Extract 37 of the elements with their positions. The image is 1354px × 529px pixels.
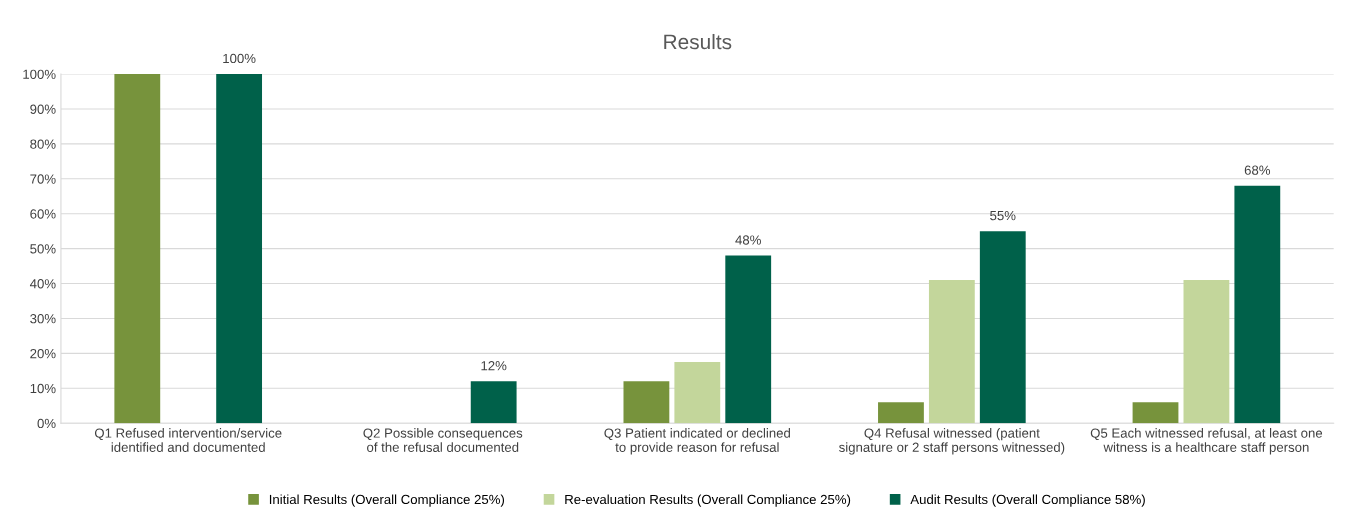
y-tick-label: 20% [30,348,56,359]
bar [216,74,263,424]
legend-label: Initial Results (Overall Compliance 25%) [269,494,505,507]
bar [1183,280,1230,424]
y-tick-label: 80% [30,139,56,149]
bar [725,255,772,424]
data-label: 100% [223,53,256,64]
bar [1132,402,1179,424]
y-tick-label: 100% [23,69,56,79]
bar [928,280,975,424]
bar [1234,185,1281,424]
x-tick-label: Q2 Possible consequences of the refusal documented [363,428,523,452]
y-tick-label: 0% [37,418,56,429]
bar [979,231,1026,424]
legend-label: Audit Results (Overall Compliance 58%) [910,494,1145,507]
bar [674,362,721,424]
y-tick-label: 70% [30,174,56,184]
bar [623,381,670,424]
data-label: 55% [990,210,1016,221]
y-tick-label: 90% [30,104,56,114]
y-tick-label: 60% [30,209,56,219]
y-tick-label: 10% [30,383,56,394]
bar [470,381,517,424]
y-tick-label: 30% [30,314,56,324]
data-label: 12% [481,361,507,371]
x-tick-label: Q5 Each witnessed refusal, at least one witness is a healthcare staff person [1090,428,1323,455]
x-tick-label: Q3 Patient indicated or declined to provide reason for refusal [604,428,790,455]
legend-label: Re-evaluation Results (Overall Compliance 25%) [565,494,851,507]
y-tick-label: 50% [30,244,56,254]
bar [114,74,161,424]
chart-title: Results [664,33,732,50]
x-tick-label: Q4 Refusal witnessed (patient signature or 2 staff persons witnessed) [839,428,1065,455]
y-tick-label: 40% [29,279,56,289]
data-label: 68% [1244,165,1271,175]
data-label: 48% [735,235,761,245]
x-tick-label: Q1 Refused intervention/service identified and documented [94,428,282,452]
bar [878,402,924,424]
